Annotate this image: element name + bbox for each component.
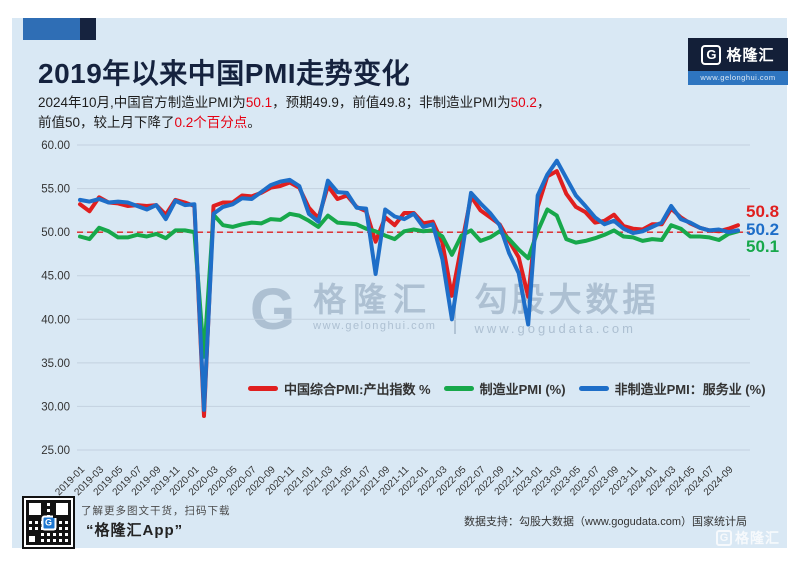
- logo-brand-name: 格隆汇: [726, 47, 775, 64]
- watermark-g-icon: G: [250, 277, 296, 342]
- corner-watermark-g-icon: G: [716, 530, 732, 546]
- watermark-data-block: 勾股大数据 www.gogudata.com: [474, 281, 660, 337]
- logo-box: G 格隆汇: [688, 38, 788, 71]
- latest-value-composite: 50.8: [746, 202, 780, 221]
- legend-item-composite: 中国综合PMI:产出指数 %: [248, 379, 431, 398]
- watermark-data-brand: 勾股大数据: [474, 281, 660, 318]
- legend-swatch-green: [443, 386, 474, 391]
- legend-swatch-red: [248, 386, 278, 391]
- corner-watermark-text: 格隆汇: [735, 530, 780, 546]
- watermark-brand: 格隆汇: [313, 281, 434, 318]
- subtitle-highlight-mfg: 50.1: [245, 95, 273, 110]
- qr-pattern: G: [26, 500, 71, 545]
- subtitle: 2024年10月,中国官方制造业PMI为50.1，预期49.9，前值49.8；非…: [38, 93, 598, 133]
- subtitle-text: ，预期49.9，前值49.8；非制造业PMI为: [272, 95, 511, 110]
- subtitle-text: 2024年10月,中国官方制造业PMI为: [38, 95, 246, 110]
- data-support-credit: 数据支持：勾股大数据（www.gogudata.com）国家统计局: [464, 516, 747, 528]
- chart-legend: 中国综合PMI:产出指数 % 制造业PMI (%) 非制造业PMI：服务业 (%…: [248, 379, 766, 398]
- logo-g-icon: G: [701, 44, 722, 65]
- latest-value-labels: 50.8 50.2 50.1: [746, 203, 796, 256]
- legend-swatch-blue: [578, 386, 609, 391]
- subtitle-text: ，: [536, 95, 551, 110]
- watermark-divider: [454, 288, 457, 334]
- decoration-navy-bar: [80, 18, 96, 40]
- legend-item-services: 非制造业PMI：服务业 (%): [578, 379, 766, 398]
- qr-corner-marker: [26, 533, 38, 545]
- subtitle-highlight-nonmfg: 50.2: [510, 95, 537, 110]
- subtitle-text: 前值50，较上月下降了: [38, 115, 175, 130]
- qr-caption: 了解更多图文干货，扫码下载: [81, 505, 231, 517]
- center-watermark: G 格隆汇 www.gelonghui.com 勾股大数据 www.goguda…: [250, 277, 660, 342]
- watermark-brand-block: 格隆汇 www.gelonghui.com: [313, 281, 437, 333]
- decoration-blue-bar: [23, 18, 80, 40]
- legend-label-services: 非制造业PMI：服务业 (%): [614, 382, 766, 397]
- page-title: 2019年以来中国PMI走势变化: [38, 58, 411, 89]
- subtitle-highlight-change: 0.2个百分点: [174, 115, 248, 130]
- legend-item-manufacturing: 制造业PMI (%): [443, 379, 566, 398]
- gelonghui-logo: G 格隆汇 www.gelonghui.com: [688, 38, 788, 85]
- watermark-data-url: www.gogudata.com: [474, 321, 636, 336]
- legend-label-composite: 中国综合PMI:产出指数 %: [284, 382, 431, 397]
- latest-value-manufacturing: 50.1: [746, 237, 780, 256]
- legend-label-manufacturing: 制造业PMI (%): [479, 382, 566, 397]
- app-name: “格隆汇App”: [86, 522, 184, 539]
- corner-watermark: G 格隆汇: [716, 528, 780, 548]
- qr-center-logo-icon: G: [41, 515, 56, 530]
- logo-url: www.gelonghui.com: [688, 71, 788, 85]
- latest-value-services: 50.2: [746, 219, 780, 239]
- qr-code: G: [22, 496, 75, 549]
- watermark-brand-url: www.gelonghui.com: [313, 320, 437, 332]
- subtitle-text: 。: [247, 115, 261, 130]
